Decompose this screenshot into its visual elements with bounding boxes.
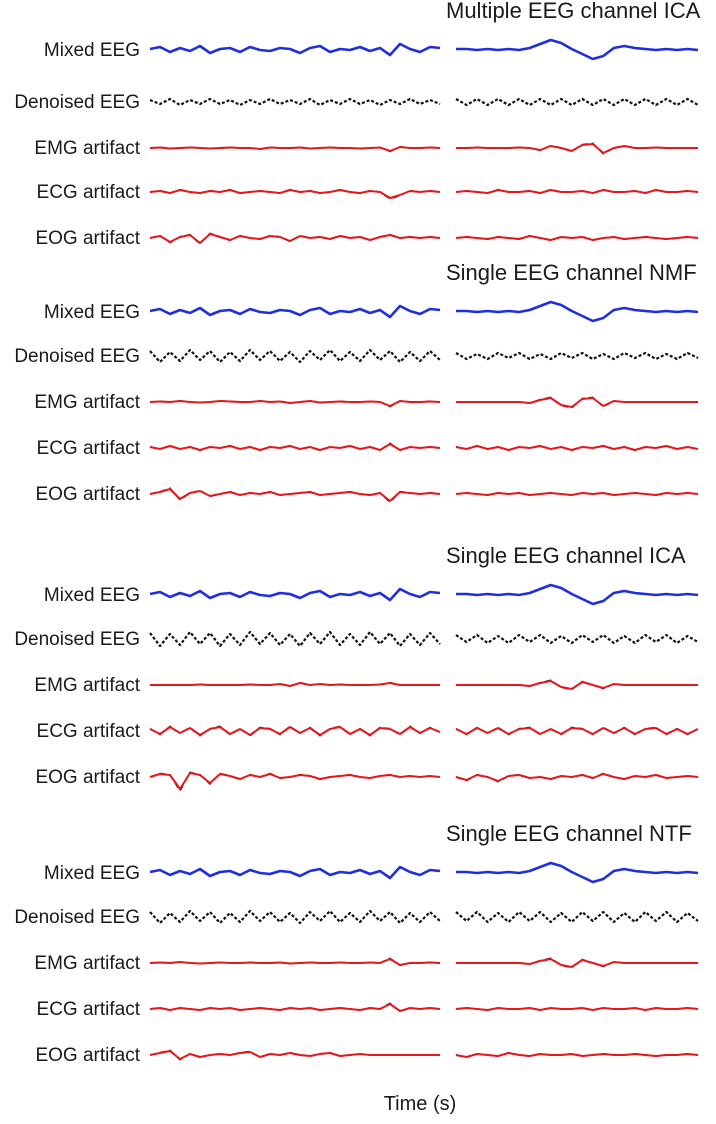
row-label: Denoised EEG bbox=[14, 92, 140, 113]
estimated-trace-left bbox=[149, 189, 441, 199]
panel-title: Multiple EEG channel ICA bbox=[446, 0, 701, 23]
mixed-trace-right bbox=[456, 300, 699, 323]
denoised-trace-left bbox=[149, 348, 441, 364]
estimated-trace-right bbox=[455, 235, 699, 241]
mixed-trace-left bbox=[149, 42, 441, 57]
panel-1: Multiple EEG channel ICA Mixed EEG Denoise… bbox=[14, 0, 700, 249]
row-label: EOG artifact bbox=[35, 484, 140, 505]
estimated-trace-right bbox=[455, 1007, 699, 1011]
row-label: ECG artifact bbox=[37, 999, 141, 1020]
x-axis-label: Time (s) bbox=[384, 1093, 457, 1115]
row-label: EMG artifact bbox=[34, 675, 140, 696]
estimated-trace-left bbox=[149, 772, 441, 790]
row-label: ECG artifact bbox=[37, 182, 141, 203]
denoised-trace-right bbox=[455, 97, 699, 107]
estimated-trace-right bbox=[455, 727, 699, 735]
estimated-trace-right bbox=[455, 189, 699, 194]
estimated-trace-right bbox=[456, 680, 698, 690]
denoised-trace-right bbox=[455, 351, 699, 361]
row-label: Denoised EEG bbox=[14, 629, 140, 650]
row-label: EOG artifact bbox=[35, 228, 140, 249]
denoised-trace-left bbox=[149, 909, 441, 925]
mixed-trace-left bbox=[149, 865, 441, 880]
row-label: EOG artifact bbox=[35, 767, 140, 788]
estimated-trace-left bbox=[149, 726, 441, 736]
estimated-trace-right bbox=[456, 397, 698, 408]
estimated-trace-left bbox=[149, 1003, 441, 1012]
row-label: EMG artifact bbox=[34, 392, 140, 413]
estimated-trace-right bbox=[455, 1052, 699, 1058]
mixed-trace-right bbox=[456, 583, 699, 606]
panel-4: Single EEG channel NTF Mixed EEG Denoised … bbox=[14, 821, 699, 1066]
mixed-trace-right bbox=[456, 861, 699, 884]
panels-group: Multiple EEG channel ICA Mixed EEG Denoise… bbox=[14, 0, 700, 1066]
row-label: ECG artifact bbox=[37, 438, 141, 459]
estimated-trace-left bbox=[149, 233, 441, 244]
row-label: EMG artifact bbox=[34, 138, 140, 159]
panel-2: Single EEG channel NMF Mixed EEG Denoised … bbox=[14, 260, 699, 505]
panel-title: Single EEG channel ICA bbox=[446, 543, 686, 568]
denoised-trace-right bbox=[455, 633, 699, 645]
denoised-trace-right bbox=[455, 910, 699, 924]
row-label: EOG artifact bbox=[35, 1045, 140, 1066]
row-label: Mixed EEG bbox=[44, 863, 140, 884]
row-label: Mixed EEG bbox=[44, 302, 140, 323]
estimated-trace-left bbox=[149, 1050, 440, 1060]
denoised-trace-left bbox=[149, 630, 441, 648]
panel-title: Single EEG channel NMF bbox=[446, 260, 697, 285]
row-label: ECG artifact bbox=[37, 721, 141, 742]
mixed-trace-right bbox=[456, 38, 699, 61]
estimated-trace-right bbox=[456, 958, 698, 968]
estimated-trace-left bbox=[149, 488, 441, 502]
panel-title: Single EEG channel NTF bbox=[446, 821, 692, 846]
denoised-trace-left bbox=[149, 97, 441, 107]
estimated-trace-right bbox=[455, 445, 699, 451]
estimated-trace-left bbox=[150, 682, 440, 687]
estimated-trace-right bbox=[456, 143, 698, 154]
row-label: Denoised EEG bbox=[14, 346, 140, 367]
row-label: EMG artifact bbox=[34, 953, 140, 974]
panel-3: Single EEG channel ICA Mixed EEG Denoised … bbox=[14, 543, 699, 793]
estimated-trace-left bbox=[149, 443, 441, 451]
row-label: Mixed EEG bbox=[44, 40, 140, 61]
estimated-trace-left bbox=[149, 958, 441, 966]
row-label: Denoised EEG bbox=[14, 907, 140, 928]
estimated-trace-left bbox=[149, 400, 441, 407]
estimated-trace-right bbox=[455, 773, 699, 782]
estimated-trace-left bbox=[149, 146, 441, 152]
mixed-trace-left bbox=[149, 587, 441, 602]
row-label: Mixed EEG bbox=[44, 585, 140, 606]
estimated-trace-right bbox=[455, 492, 699, 496]
mixed-trace-left bbox=[149, 304, 441, 319]
